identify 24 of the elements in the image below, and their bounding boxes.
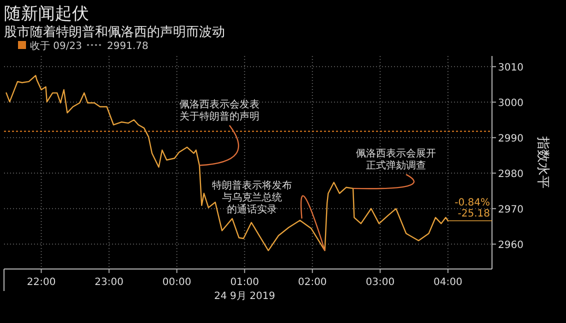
chart-subtitle: 股市随着特朗普和佩洛西的声明而波动 (4, 24, 225, 40)
x-tick-label: 04:00 (434, 277, 462, 288)
annotation: 佩洛西表示会发表关于特朗普的声明 (179, 99, 260, 122)
x-tick-label: 03:00 (366, 277, 395, 288)
text: 2991.78 (107, 41, 148, 52)
y-tick-label: 3010 (498, 62, 524, 74)
y-tick-label: 2970 (498, 204, 524, 216)
annotation: -0.84% (454, 198, 490, 209)
y-tick-label: 2980 (498, 169, 524, 180)
y-axis-title: 指数水平 (535, 136, 550, 188)
x-tick-label: 00:00 (162, 277, 192, 288)
x-tick-label: 01:00 (230, 277, 260, 288)
annotation: 佩洛西表示会展开正式弹劾调查 (356, 148, 436, 172)
x-axis-title: 24 9月 2019 (214, 291, 276, 302)
y-tick-label: 3000 (498, 98, 524, 110)
y-tick-label: 2990 (498, 134, 524, 145)
annotation: -25.18 (458, 208, 490, 220)
x-tick-label: 22:00 (26, 277, 56, 288)
annotation: 特朗普表示将发布与乌克兰总统的通话实录 (212, 180, 292, 216)
legend-label: 收于 09/23 (30, 41, 82, 52)
x-tick-label: 23:00 (94, 277, 124, 288)
x-tick-label: 02:00 (298, 277, 327, 288)
chart-title: 随新闻起伏 (4, 4, 89, 24)
y-tick-label: 2960 (498, 240, 524, 252)
